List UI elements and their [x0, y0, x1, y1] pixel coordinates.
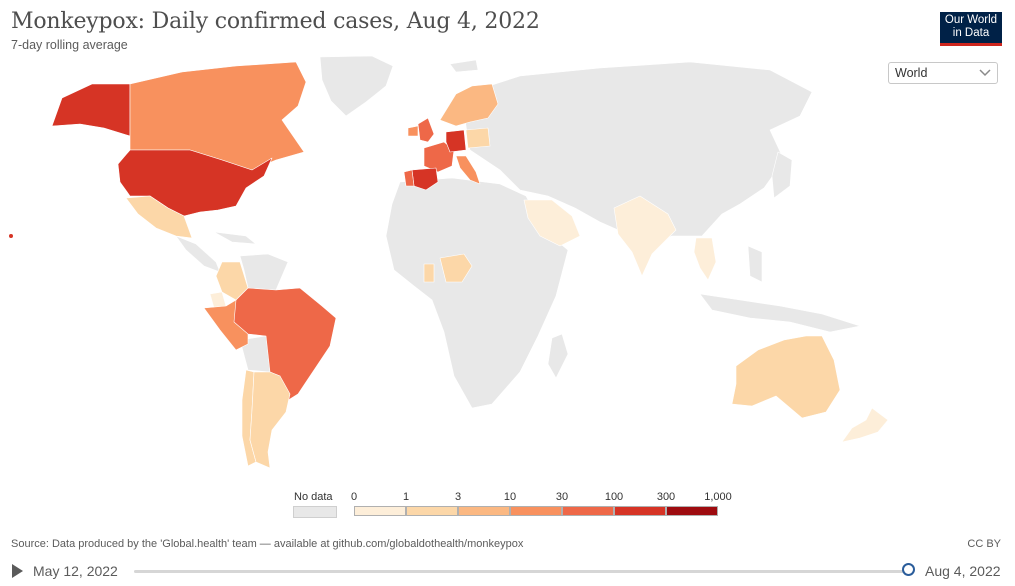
map-japan[interactable] [771, 151, 793, 199]
map-country-argentina[interactable] [249, 371, 291, 469]
license-link[interactable]: CC BY [967, 538, 1001, 550]
map-country-scandinavia[interactable] [439, 83, 499, 127]
legend-tick-label: 300 [656, 491, 676, 503]
chart-subtitle: 7-day rolling average [11, 38, 128, 52]
map-country-alaska[interactable] [51, 83, 131, 137]
timeline-end-date: Aug 4, 2022 [925, 563, 1001, 579]
legend-swatch [562, 506, 614, 516]
map-country-poland[interactable] [465, 127, 491, 149]
map-country-brazil[interactable] [233, 287, 337, 405]
source-note: Source: Data produced by the 'Global.hea… [11, 538, 524, 550]
map-central-america[interactable] [175, 235, 221, 273]
legend-swatch [354, 506, 406, 516]
map-country-thailand[interactable] [693, 237, 717, 281]
legend-color-scale [354, 506, 718, 516]
map-country-india[interactable] [613, 195, 677, 277]
map-svalbard[interactable] [449, 59, 479, 73]
legend-tick-label: 100 [604, 491, 624, 503]
map-country-ecuador[interactable] [209, 291, 227, 309]
chevron-down-icon [979, 69, 991, 77]
map-country-italy[interactable] [455, 155, 481, 185]
map-country-ireland[interactable] [407, 125, 419, 137]
map-country-united-kingdom[interactable] [417, 117, 435, 143]
map-country-ghana[interactable] [423, 263, 435, 283]
timeline-start-date: May 12, 2022 [33, 563, 118, 579]
legend-tick-label: 3 [454, 491, 462, 503]
map-philippines[interactable] [747, 245, 763, 283]
map-country-new-zealand[interactable] [841, 407, 889, 443]
legend-tick-label: 1 [402, 491, 410, 503]
map-madagascar[interactable] [547, 333, 569, 379]
map-country-united-states[interactable] [117, 149, 273, 217]
legend-tick-label: 1,000 [704, 491, 732, 503]
timeline-track[interactable] [134, 570, 908, 573]
legend-tick-label: 10 [503, 491, 517, 503]
legend-tick-label: 0 [350, 491, 358, 503]
map-country-portugal[interactable] [403, 169, 415, 187]
legend-no-data-swatch [293, 506, 337, 518]
legend-swatch [458, 506, 510, 516]
logo-line-1: Our World [944, 14, 998, 26]
region-select-value: World [895, 66, 928, 80]
legend-swatch [406, 506, 458, 516]
map-country-germany[interactable] [445, 129, 467, 153]
map-country-nigeria[interactable] [439, 253, 473, 283]
legend-swatch [510, 506, 562, 516]
map-country-france[interactable] [423, 141, 455, 173]
world-map[interactable] [0, 50, 1015, 480]
map-country-mexico[interactable] [125, 195, 193, 239]
legend-tick-label: 30 [555, 491, 569, 503]
logo-line-2: in Data [952, 27, 990, 39]
map-greenland[interactable] [319, 55, 394, 117]
map-country-australia[interactable] [731, 335, 841, 419]
map-indonesia[interactable] [699, 293, 861, 333]
region-select[interactable]: World [888, 62, 998, 84]
map-country-saudi-arabia[interactable] [523, 199, 581, 247]
legend-swatch [666, 506, 718, 516]
map-eurasia[interactable] [464, 61, 813, 245]
map-caribbean[interactable] [213, 231, 257, 245]
play-icon[interactable] [12, 564, 23, 578]
chart-title: Monkeypox: Daily confirmed cases, Aug 4,… [11, 9, 540, 34]
map-africa[interactable] [385, 177, 569, 409]
legend-swatch [614, 506, 666, 516]
legend-no-data-label: No data [294, 491, 333, 503]
owid-logo[interactable]: Our World in Data [940, 12, 1002, 46]
map-hawaii-marker [9, 234, 13, 238]
timeline-handle[interactable] [901, 563, 915, 576]
